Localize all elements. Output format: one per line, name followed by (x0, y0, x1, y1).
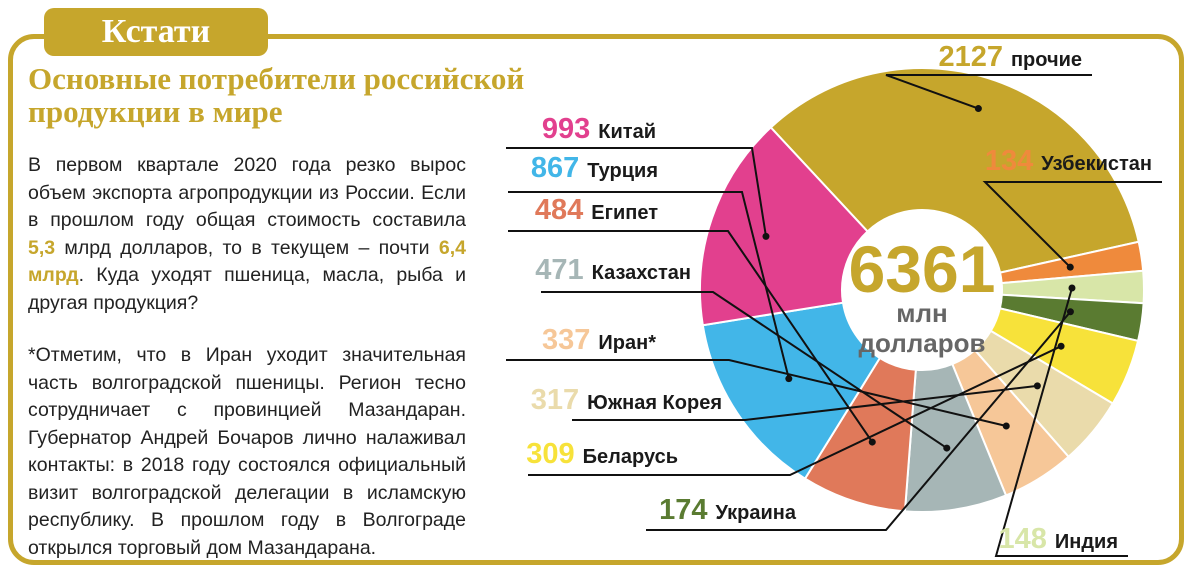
slice-name-4: Беларусь (583, 446, 678, 468)
intro-text-1: В первом квартале 2020 года резко вырос … (28, 154, 466, 231)
leader-dot-2 (1068, 284, 1076, 292)
slice-labels: 2127 прочие 134 Узбекистан 148 Индия 174 Украин… (526, 41, 1152, 555)
slice-name-8: Египет (591, 202, 658, 224)
slice-label-0: 2127 прочие (938, 41, 1082, 73)
slice-label-5: 317 Южная Корея (531, 384, 722, 416)
leader-line-8 (508, 230, 874, 443)
intro-text-2: млрд долларов, то в текущем – почти (55, 236, 439, 259)
intro-text-3: . Куда уходят пшеница, масла, рыба и дру… (28, 264, 466, 314)
leader-line-5 (572, 384, 1038, 421)
donut-hole (842, 210, 1002, 370)
leader-dot-4 (1057, 342, 1065, 350)
leader-line-10 (506, 147, 767, 237)
leader-dot-10 (762, 232, 770, 240)
leader-dot-0 (974, 105, 982, 113)
leader-line-7 (541, 291, 948, 449)
slice-name-10: Китай (598, 121, 656, 143)
slice-label-2: 148 Индия (998, 523, 1118, 555)
slice-name-1: Узбекистан (1041, 153, 1152, 175)
slice-name-2: Индия (1055, 531, 1118, 553)
slice-value-9: 867 (531, 152, 579, 184)
leader-line-0 (885, 74, 1092, 110)
page-title: Основные потребители российской продукци… (28, 62, 628, 128)
slice-value-10: 993 (542, 113, 590, 145)
leader-dot-5 (1033, 382, 1041, 390)
slice-name-6: Иран* (598, 332, 656, 354)
leader-line-9 (508, 191, 790, 379)
slice-name-5: Южная Корея (587, 392, 722, 414)
section-tab: Кстати (44, 8, 268, 56)
leader-line-6 (506, 359, 1007, 427)
leader-line-2 (994, 287, 1128, 557)
intro-highlight-2: 6,4 млрд (28, 236, 466, 287)
leader-line-3 (646, 311, 1072, 531)
infobox-frame (8, 34, 1184, 565)
slice-value-1: 134 (985, 145, 1033, 177)
slice-value-7: 471 (535, 254, 583, 286)
slice-value-2: 148 (998, 523, 1046, 555)
total-value: 6361 (849, 232, 996, 306)
slice-label-1: 134 Узбекистан (985, 145, 1152, 177)
slice-name-3: Украина (715, 502, 796, 524)
slice-label-7: 471 Казахстан (535, 254, 691, 286)
slice-value-6: 337 (542, 324, 590, 356)
slice-label-9: 867 Турция (531, 152, 658, 184)
leader-lines (506, 74, 1162, 557)
title-line-2: продукции в мире (28, 94, 283, 129)
slice-value-5: 317 (531, 384, 579, 416)
leader-line-4 (528, 345, 1062, 476)
intro-highlight-1: 5,3 (28, 236, 56, 259)
leader-dot-6 (1002, 422, 1010, 430)
leader-dot-8 (868, 438, 876, 446)
slice-value-8: 484 (535, 194, 583, 226)
leader-dot-3 (1066, 308, 1074, 316)
slice-label-10: 993 Китай (542, 113, 656, 145)
total-unit-line-1: млн (896, 298, 947, 328)
leader-dot-1 (1066, 263, 1074, 271)
slice-label-8: 484 Египет (535, 194, 658, 226)
total-unit-line-2: долларов (859, 328, 986, 358)
slice-label-4: 309 Беларусь (526, 438, 678, 470)
slice-value-3: 174 (659, 494, 707, 526)
slice-name-9: Турция (587, 160, 658, 182)
leader-dot-7 (943, 444, 951, 452)
slice-label-3: 174 Украина (659, 494, 797, 526)
slice-value-4: 309 (526, 438, 574, 470)
leader-dot-9 (785, 375, 793, 383)
slice-name-7: Казахстан (592, 262, 691, 284)
intro-paragraph: В первом квартале 2020 года резко вырос … (28, 152, 466, 317)
footnote-paragraph: *Отметим, что в Иран уходит значительная… (28, 344, 466, 559)
leader-line-1 (982, 181, 1162, 268)
slice-label-6: 337 Иран* (542, 324, 656, 356)
slice-value-0: 2127 (938, 41, 1003, 73)
slice-name-0: прочие (1011, 49, 1082, 71)
title-line-1: Основные потребители российской (28, 61, 525, 96)
